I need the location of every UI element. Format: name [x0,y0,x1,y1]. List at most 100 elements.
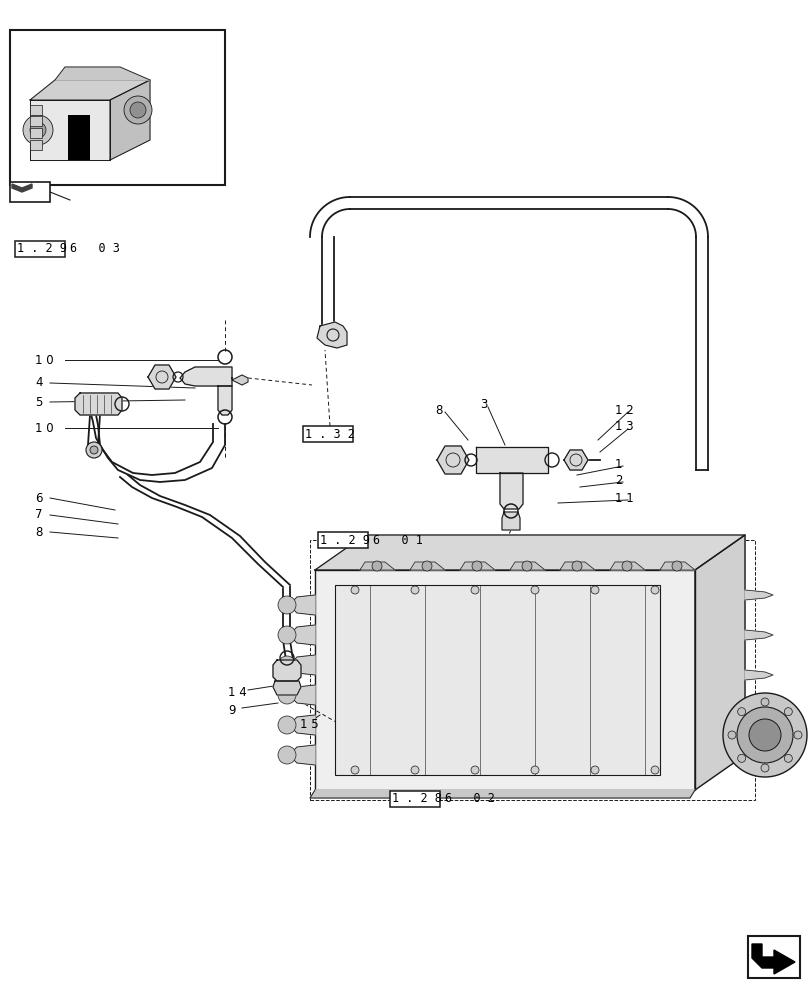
Text: 3: 3 [479,398,487,412]
Text: 6   0 1: 6 0 1 [372,534,423,546]
Circle shape [277,686,296,704]
Text: 6: 6 [35,491,42,504]
Text: 5: 5 [35,395,42,408]
Bar [15,241,65,257]
Circle shape [650,586,659,594]
Circle shape [621,561,631,571]
Circle shape [23,115,53,145]
Circle shape [571,561,581,571]
Text: 6   0 3: 6 0 3 [70,242,120,255]
Text: 1 5: 1 5 [299,718,318,731]
Polygon shape [436,446,469,474]
Text: 1 . 2 9: 1 . 2 9 [320,534,370,546]
Circle shape [760,698,768,706]
Text: 1 . 2 8: 1 . 2 8 [392,792,441,805]
Bar [747,936,799,978]
Circle shape [650,766,659,774]
Circle shape [422,561,431,571]
Polygon shape [55,67,150,80]
Circle shape [277,656,296,674]
Circle shape [530,586,539,594]
Circle shape [277,626,296,644]
Text: 8: 8 [435,403,442,416]
Circle shape [736,708,744,716]
Circle shape [722,693,806,777]
Bar [335,585,659,775]
Bar [68,115,90,160]
Circle shape [130,102,146,118]
Circle shape [590,586,599,594]
Polygon shape [315,570,694,790]
Bar [30,116,42,126]
Polygon shape [148,365,176,389]
Circle shape [90,446,98,454]
Text: 1 2: 1 2 [614,403,633,416]
Text: 7: 7 [35,508,42,522]
Polygon shape [744,670,772,680]
Circle shape [590,766,599,774]
Bar [10,30,225,185]
Polygon shape [30,80,150,100]
Circle shape [277,716,296,734]
Polygon shape [659,562,694,570]
Circle shape [277,746,296,764]
Polygon shape [217,386,232,415]
Circle shape [783,708,792,716]
Polygon shape [744,630,772,640]
Circle shape [350,766,358,774]
Bar [303,426,353,442]
Polygon shape [564,450,587,470]
Bar [310,540,754,800]
Circle shape [470,586,478,594]
Polygon shape [751,944,794,974]
Polygon shape [30,100,109,160]
Bar [30,140,42,150]
Polygon shape [744,750,772,760]
Polygon shape [694,535,744,790]
Polygon shape [410,562,444,570]
Polygon shape [509,562,544,570]
Bar [318,532,367,548]
Bar [30,128,42,138]
Polygon shape [500,473,522,509]
Polygon shape [109,80,150,160]
Text: 1 0: 1 0 [35,354,54,366]
Text: 4: 4 [35,376,42,389]
Polygon shape [316,322,346,348]
Polygon shape [293,625,315,645]
Text: 1 . 2 9: 1 . 2 9 [17,242,67,255]
Bar [30,105,42,115]
Circle shape [793,731,801,739]
Circle shape [672,561,681,571]
Text: 2: 2 [614,475,622,488]
Circle shape [783,754,792,762]
Circle shape [350,586,358,594]
Text: 1: 1 [614,458,622,472]
Polygon shape [293,595,315,615]
Circle shape [410,766,418,774]
Text: 1 . 3 2: 1 . 3 2 [305,428,354,440]
Polygon shape [75,393,122,415]
Text: 1 3: 1 3 [614,420,633,434]
Polygon shape [180,367,232,386]
Polygon shape [315,535,744,570]
Bar [10,182,50,202]
Circle shape [277,596,296,614]
Bar [389,791,440,807]
Text: 1 1: 1 1 [614,492,633,506]
Polygon shape [475,447,547,473]
Polygon shape [272,681,301,695]
Circle shape [736,707,792,763]
Polygon shape [293,745,315,765]
Circle shape [521,561,531,571]
Text: 9: 9 [228,704,235,716]
Polygon shape [744,590,772,600]
Circle shape [410,586,418,594]
Polygon shape [293,655,315,675]
Circle shape [471,561,482,571]
Circle shape [86,442,102,458]
Polygon shape [460,562,495,570]
Circle shape [30,122,46,138]
Circle shape [530,766,539,774]
Circle shape [371,561,381,571]
